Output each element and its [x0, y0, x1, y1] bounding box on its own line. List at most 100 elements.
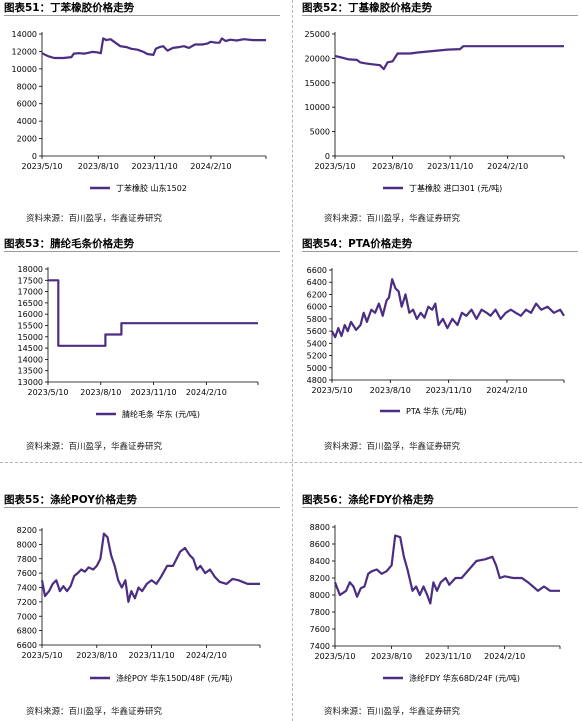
row-separator — [0, 462, 582, 463]
y-tick-label: 5000 — [310, 128, 330, 137]
title-rule — [302, 15, 578, 16]
y-tick-label: 15000 — [18, 333, 43, 342]
legend-label: 腈纶毛条 华东 (元/吨) — [122, 409, 200, 419]
series-line — [334, 45, 564, 71]
y-tick-label: 8600 — [310, 540, 330, 549]
x-tick-label: 2023/11/10 — [426, 386, 472, 395]
source-note: 资料来源：百川盈孚，华鑫证券研究 — [324, 214, 461, 224]
y-tick-label: 25000 — [305, 30, 330, 39]
legend-label: 涤纶POY 华东150D/48F (元/吨) — [116, 673, 233, 683]
title-rule — [4, 251, 280, 252]
y-tick-label: 8200 — [17, 526, 37, 535]
series-line — [333, 534, 560, 605]
y-tick-label: 18000 — [18, 265, 43, 274]
title-rule — [4, 507, 280, 508]
y-tick-label: 5000 — [307, 364, 327, 373]
y-tick-label: 0 — [325, 152, 330, 161]
title-rule — [302, 251, 578, 252]
x-tick-label: 2023/8/10 — [371, 652, 412, 661]
y-tick-label: 5400 — [307, 339, 327, 348]
chart-title: 图表56：涤纶FDY价格走势 — [302, 494, 434, 506]
y-tick-label: 15000 — [305, 79, 330, 88]
x-tick-label: 2023/8/10 — [370, 386, 411, 395]
y-tick-label: 7000 — [17, 612, 37, 621]
y-tick-label: 20000 — [305, 54, 330, 63]
x-tick-label: 2023/8/10 — [78, 162, 119, 171]
y-tick-label: 6200 — [307, 290, 327, 299]
y-tick-label: 16000 — [18, 310, 43, 319]
y-tick-label: 6600 — [307, 266, 327, 275]
y-tick-label: 17000 — [18, 288, 43, 297]
chart-title: 图表53：腈纶毛条价格走势 — [4, 238, 135, 250]
x-tick-label: 2023/5/10 — [311, 386, 352, 395]
y-tick-label: 7400 — [310, 642, 330, 651]
chart-54-svg: 4800 5000 5200 5400 5600 5800 6000 6200 6400 6600… — [307, 266, 565, 416]
x-tick-label: 2023/5/10 — [314, 652, 355, 661]
chart-title: 图表51：丁苯橡胶价格走势 — [4, 2, 135, 14]
chart-51-svg: 0 2000 4000 6000 8000 10000 12000 14000 2023/5/1… — [12, 30, 267, 193]
y-tick-label: 8000 — [310, 591, 330, 600]
y-tick-label: 17500 — [18, 276, 43, 285]
y-tick-label: 10000 — [12, 65, 37, 74]
x-tick-label: 2023/8/10 — [80, 388, 121, 397]
y-tick-label: 16500 — [18, 299, 43, 308]
x-tick-label: 2023/11/10 — [132, 162, 178, 171]
chart-56-svg: 7400 7600 7800 8000 8200 8400 8600 8800 2023/5/1… — [310, 523, 561, 683]
x-tick-label: 2024/2/10 — [186, 651, 227, 660]
series-line — [40, 532, 260, 603]
x-tick-label: 2023/8/10 — [76, 651, 117, 660]
y-tick-label: 13000 — [18, 378, 43, 387]
chart-title: 图表52：丁基橡胶价格走势 — [302, 2, 433, 14]
y-tick-label: 13500 — [18, 367, 43, 376]
y-tick-label: 8000 — [17, 82, 37, 91]
x-tick-label: 2024/2/10 — [487, 162, 528, 171]
source-note: 资料来源：百川盈孚，华鑫证券研究 — [26, 707, 163, 717]
x-tick-label: 2023/8/10 — [372, 162, 413, 171]
y-tick-label: 7400 — [17, 584, 37, 593]
x-tick-label: 2024/2/10 — [186, 388, 227, 397]
source-note: 资料来源：百川盈孚，华鑫证券研究 — [324, 707, 461, 717]
y-tick-label: 6800 — [17, 627, 37, 636]
x-tick-label: 2023/11/10 — [129, 651, 175, 660]
y-tick-label: 5200 — [307, 352, 327, 361]
y-tick-label: 0 — [32, 152, 37, 161]
panel-chart-52: 图表52：丁基橡胶价格走势 0 5000 10000 15000 20000 25000 2… — [298, 0, 582, 230]
legend-label: PTA 华东 (元/吨) — [406, 406, 467, 416]
x-tick-label: 2023/5/10 — [21, 162, 62, 171]
x-tick-label: 2023/11/10 — [131, 388, 177, 397]
series-line — [331, 278, 565, 339]
y-tick-label: 8200 — [310, 574, 330, 583]
chart-53-svg: 13000 13500 14000 14500 15000 15500 16000 16500… — [18, 265, 259, 419]
y-tick-label: 4800 — [307, 376, 327, 385]
y-tick-label: 7600 — [310, 625, 330, 634]
y-tick-label: 8800 — [310, 523, 330, 532]
chart-title: 图表54：PTA价格走势 — [302, 238, 413, 250]
chart-title: 图表55：涤纶POY价格走势 — [4, 494, 137, 506]
title-rule — [4, 15, 280, 16]
y-tick-label: 4000 — [17, 117, 37, 126]
legend-label: 丁苯橡胶 山东1502 — [116, 183, 187, 193]
source-note: 资料来源：百川盈孚，华鑫证券研究 — [26, 214, 163, 224]
y-tick-label: 8000 — [17, 540, 37, 549]
chart-55-svg: 6600 6800 7000 7200 7400 7600 7800 8000 8200 2023… — [17, 526, 261, 683]
y-tick-label: 6600 — [17, 641, 37, 650]
y-tick-label: 6400 — [307, 278, 327, 287]
y-tick-label: 2000 — [17, 135, 37, 144]
y-tick-label: 8400 — [310, 557, 330, 566]
y-tick-label: 14500 — [18, 344, 43, 353]
y-tick-label: 6000 — [307, 303, 327, 312]
x-tick-label: 2023/11/10 — [425, 652, 471, 661]
source-note: 资料来源：百川盈孚，华鑫证券研究 — [324, 442, 461, 452]
chart-52-svg: 0 5000 10000 15000 20000 25000 2023/5/10 2023/8… — [305, 30, 565, 193]
y-tick-label: 7800 — [17, 555, 37, 564]
panel-chart-51: 图表51：丁苯橡胶价格走势 0 2000 4000 6000 8000 10000 1200… — [0, 0, 292, 230]
panel-chart-53: 图表53：腈纶毛条价格走势 13000 13500 14000 14500 15000 1… — [0, 236, 292, 458]
y-tick-label: 14000 — [12, 30, 37, 39]
x-tick-label: 2023/11/10 — [427, 162, 473, 171]
x-tick-label: 2023/5/10 — [27, 388, 68, 397]
y-tick-label: 7800 — [310, 608, 330, 617]
x-tick-label: 2024/2/10 — [486, 386, 527, 395]
panel-chart-55: 图表55：涤纶POY价格走势 6600 6800 7000 7200 7400 7600 7… — [0, 492, 292, 721]
series-line — [41, 37, 266, 60]
y-tick-label: 12000 — [12, 47, 37, 56]
